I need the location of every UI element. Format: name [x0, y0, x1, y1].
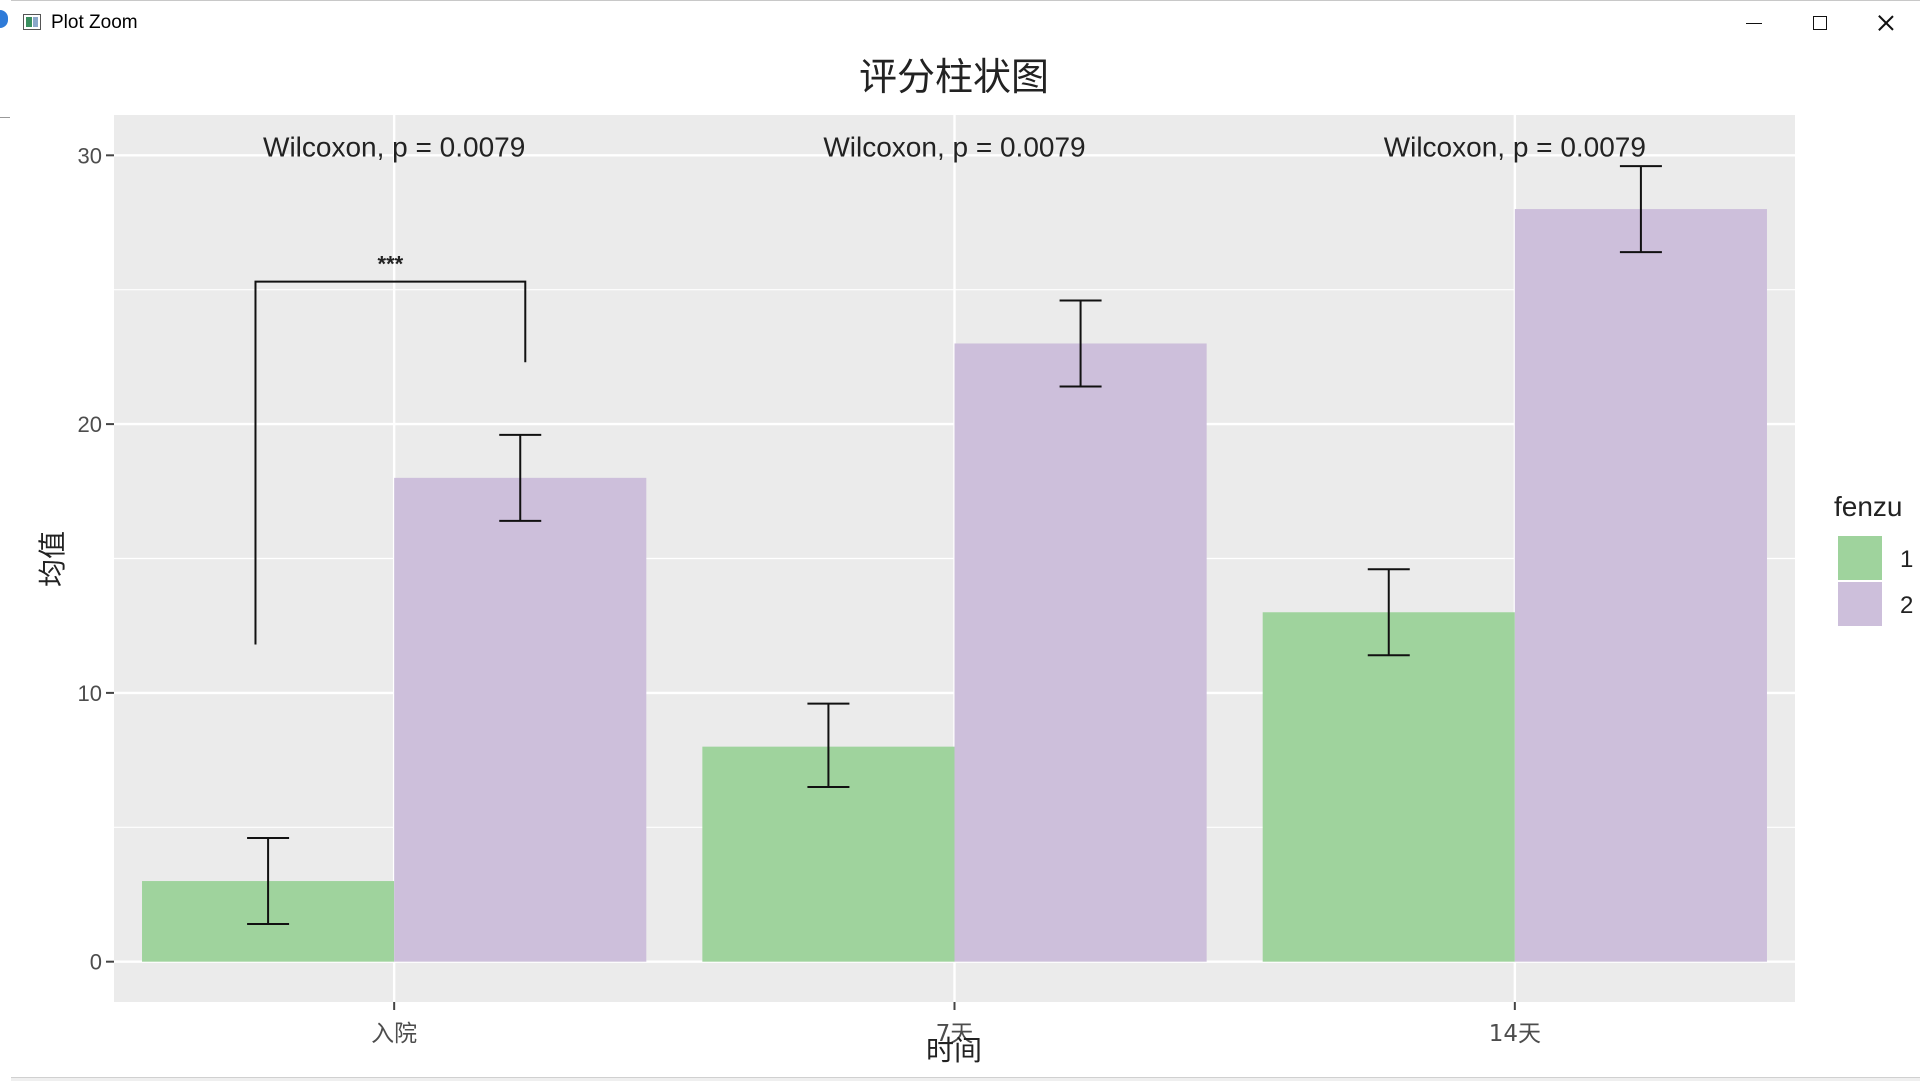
legend-swatch-2	[1838, 582, 1882, 626]
x-tick-label: 14天	[1489, 1021, 1541, 1047]
error-bar-series-1-2	[807, 702, 850, 788]
error-bar-series-2-1	[499, 433, 542, 522]
y-tick-label: 20	[78, 412, 102, 437]
plot-zoom-icon	[23, 14, 41, 30]
x-tick-label: 7天	[936, 1021, 974, 1047]
error-bar-series-1-3	[1367, 568, 1410, 657]
legend-title: fenzu	[1834, 491, 1903, 522]
y-tick-label: 0	[90, 950, 102, 975]
y-tick-label: 30	[78, 143, 102, 168]
wilcoxon-annotations: Wilcoxon, p = 0.0079 Wilcoxon, p = 0.0079…	[263, 131, 1646, 162]
chart-title: 评分柱状图	[859, 55, 1049, 99]
legend-label-1: 1	[1900, 546, 1913, 573]
close-icon	[1878, 15, 1894, 31]
bar-series-2-2	[954, 343, 1207, 962]
wilcoxon-label: Wilcoxon, p = 0.0079	[263, 131, 525, 162]
bar-series-2-3	[1514, 209, 1767, 962]
significance-label: ***	[378, 252, 404, 277]
bar-chart: Wilcoxon, p = 0.0079 Wilcoxon, p = 0.0079…	[36, 55, 1913, 1067]
title-bar[interactable]: Plot Zoom	[11, 1, 1920, 45]
background-app-icon	[0, 10, 8, 28]
error-bars	[247, 165, 1662, 926]
minimize-button[interactable]	[1720, 1, 1788, 45]
maximize-button[interactable]	[1786, 1, 1854, 45]
x-tick-label: 入院	[371, 1021, 417, 1047]
close-button[interactable]	[1852, 1, 1920, 45]
error-bar-series-2-3	[1619, 165, 1662, 254]
bar-series-1-3	[1262, 612, 1515, 962]
minimize-icon	[1746, 22, 1762, 24]
wilcoxon-label: Wilcoxon, p = 0.0079	[1384, 131, 1646, 162]
legend-swatch-1	[1838, 536, 1882, 580]
x-axis: 入院 7天 14天	[371, 1002, 1541, 1047]
plot-zoom-window: Plot Zoom Wilcoxon, p = 0.0079 Wilcoxon, …	[11, 0, 1920, 1078]
legend: fenzu 1 2	[1834, 491, 1913, 626]
x-axis-label: 时间	[926, 1034, 982, 1067]
wilcoxon-label: Wilcoxon, p = 0.0079	[823, 131, 1085, 162]
bar-series-2-1	[394, 477, 647, 962]
significance-bracket-line	[254, 280, 527, 645]
y-axis: 0 10 20 30	[78, 143, 114, 975]
window-title: Plot Zoom	[51, 12, 138, 33]
y-axis-label: 均值	[36, 531, 69, 587]
maximize-icon	[1813, 16, 1827, 30]
y-tick-label: 10	[78, 681, 102, 706]
window-bottom-edge	[11, 1077, 1920, 1081]
bars	[142, 209, 1767, 962]
legend-label-2: 2	[1900, 592, 1913, 619]
significance-bracket: ***	[254, 252, 527, 645]
error-bar-series-2-2	[1059, 299, 1102, 388]
background-divider	[0, 117, 10, 118]
error-bar-series-1-1	[247, 837, 290, 926]
